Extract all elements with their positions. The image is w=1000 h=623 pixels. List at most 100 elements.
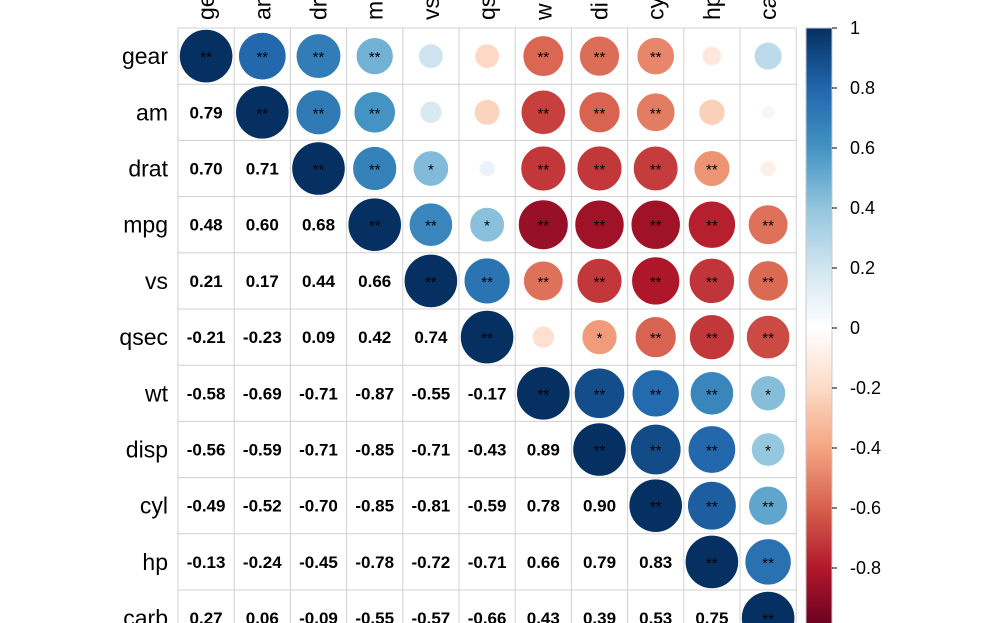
- corr-value-cyl-drat: -0.70: [299, 497, 338, 516]
- significance-mark: **: [537, 49, 549, 66]
- significance-mark: **: [650, 443, 662, 460]
- corr-circle-am-mpg: [353, 91, 396, 134]
- significance-mark: **: [706, 555, 718, 572]
- significance-mark: **: [706, 274, 718, 291]
- significance-mark: **: [594, 386, 606, 403]
- corr-circle-qsec-qsec: [460, 310, 515, 365]
- corr-value-hp-mpg: -0.78: [355, 553, 394, 572]
- corr-value-qsec-mpg: 0.42: [358, 328, 391, 347]
- significance-mark: **: [594, 274, 606, 291]
- column-label-carb: ca: [755, 0, 781, 20]
- corr-circle-gear-qsec: [474, 43, 500, 69]
- row-label-drat: drat: [128, 156, 168, 182]
- corr-value-carb-wt: 0.43: [527, 609, 560, 623]
- corr-value-am-gear: 0.79: [190, 103, 223, 122]
- corr-value-qsec-gear: -0.21: [187, 328, 226, 347]
- significance-mark: **: [706, 162, 718, 179]
- corr-value-wt-gear: -0.58: [187, 384, 226, 403]
- corr-circle-mpg-disp: [574, 199, 625, 250]
- corr-value-vs-am: 0.17: [246, 272, 279, 291]
- column-label-am: am: [249, 0, 275, 20]
- corr-value-carb-cyl: 0.53: [639, 609, 672, 623]
- significance-mark: **: [369, 105, 381, 122]
- corr-circle-gear-mpg: [355, 37, 394, 75]
- corr-value-mpg-am: 0.60: [246, 216, 279, 235]
- significance-mark: **: [594, 443, 606, 460]
- significance-mark: **: [537, 218, 549, 235]
- cells: ** ** ** ** ** ** **0.79 ** ** ** ** ** **0.70 0.71 **…: [179, 29, 795, 623]
- corr-value-wt-vs: -0.55: [412, 384, 451, 403]
- corr-circle-am-am: [235, 85, 290, 140]
- significance-mark: **: [706, 330, 718, 347]
- significance-mark: **: [762, 274, 774, 291]
- row-label-am: am: [136, 99, 168, 125]
- corr-circle-mpg-vs: [408, 202, 453, 247]
- corr-value-disp-am: -0.59: [243, 441, 282, 460]
- corr-circle-disp-hp: [687, 425, 736, 474]
- corr-circle-qsec-cyl: [634, 316, 677, 358]
- colorbar-tick-label: -0.8: [850, 558, 881, 578]
- corr-circle-mpg-wt: [518, 199, 569, 250]
- column-label-wt: w: [530, 3, 556, 21]
- row-label-qsec: qsec: [119, 324, 168, 350]
- corr-value-hp-gear: -0.13: [187, 553, 226, 572]
- corr-circle-vs-wt: [523, 260, 564, 301]
- corr-circle-drat-vs: [412, 150, 449, 187]
- significance-mark: **: [706, 499, 718, 516]
- significance-mark: **: [256, 105, 268, 122]
- significance-mark: **: [481, 330, 493, 347]
- significance-mark: **: [706, 443, 718, 460]
- corr-circle-wt-carb: [750, 375, 786, 412]
- row-label-carb: carb: [123, 605, 168, 623]
- significance-mark: *: [484, 218, 490, 235]
- significance-mark: **: [369, 162, 381, 179]
- corr-value-hp-vs: -0.72: [412, 553, 451, 572]
- significance-mark: **: [594, 162, 606, 179]
- significance-mark: **: [537, 274, 549, 291]
- significance-mark: *: [765, 386, 771, 403]
- corr-circle-vs-hp: [689, 258, 735, 304]
- column-labels: ge am dr m vs qs w di cy hp ca: [193, 0, 781, 21]
- colorbar-tick-label: -0.4: [850, 438, 881, 458]
- corr-value-disp-vs: -0.71: [412, 441, 451, 460]
- corr-circle-gear-cyl: [636, 37, 675, 76]
- row-labels: gear am drat mpg vs qsec wt disp cyl hp carb: [119, 43, 168, 623]
- significance-mark: **: [369, 218, 381, 235]
- significance-mark: **: [313, 49, 325, 66]
- corr-circle-gear-wt: [522, 35, 564, 77]
- significance-mark: **: [481, 274, 493, 291]
- corr-value-carb-vs: -0.57: [412, 609, 451, 623]
- corr-value-cyl-mpg: -0.85: [355, 497, 394, 516]
- corr-circle-am-qsec: [474, 99, 501, 126]
- corr-circle-wt-wt: [516, 366, 571, 421]
- corr-value-vs-mpg: 0.66: [358, 272, 391, 291]
- corr-circle-gear-disp: [579, 35, 620, 77]
- corr-value-drat-am: 0.71: [246, 160, 279, 179]
- corr-value-wt-am: -0.69: [243, 384, 282, 403]
- significance-mark: **: [762, 330, 774, 347]
- significance-mark: *: [765, 443, 771, 460]
- column-label-drat: dr: [306, 0, 332, 20]
- significance-mark: **: [762, 611, 774, 623]
- column-label-cyl: cy: [643, 0, 669, 20]
- corr-circle-am-hp: [698, 98, 726, 126]
- corr-circle-mpg-qsec: [469, 207, 505, 243]
- row-label-vs: vs: [145, 268, 168, 294]
- corr-value-drat-gear: 0.70: [190, 160, 223, 179]
- corr-circle-drat-qsec: [478, 160, 496, 177]
- corr-value-disp-drat: -0.71: [299, 441, 338, 460]
- significance-mark: **: [650, 49, 662, 66]
- corr-value-carb-hp: 0.75: [695, 609, 728, 623]
- corr-circle-qsec-hp: [689, 314, 735, 360]
- significance-mark: **: [762, 218, 774, 235]
- corr-circle-drat-disp: [576, 145, 623, 192]
- row-label-cyl: cyl: [140, 493, 168, 519]
- colorbar-tick-label: -0.2: [850, 378, 881, 398]
- corr-circle-qsec-wt: [532, 325, 555, 349]
- significance-mark: **: [313, 162, 325, 179]
- corr-circle-vs-cyl: [631, 256, 680, 306]
- row-label-disp: disp: [126, 437, 168, 463]
- corr-circle-carb-carb: [741, 591, 795, 623]
- corr-circle-drat-hp: [693, 150, 731, 187]
- corr-value-disp-mpg: -0.85: [355, 441, 394, 460]
